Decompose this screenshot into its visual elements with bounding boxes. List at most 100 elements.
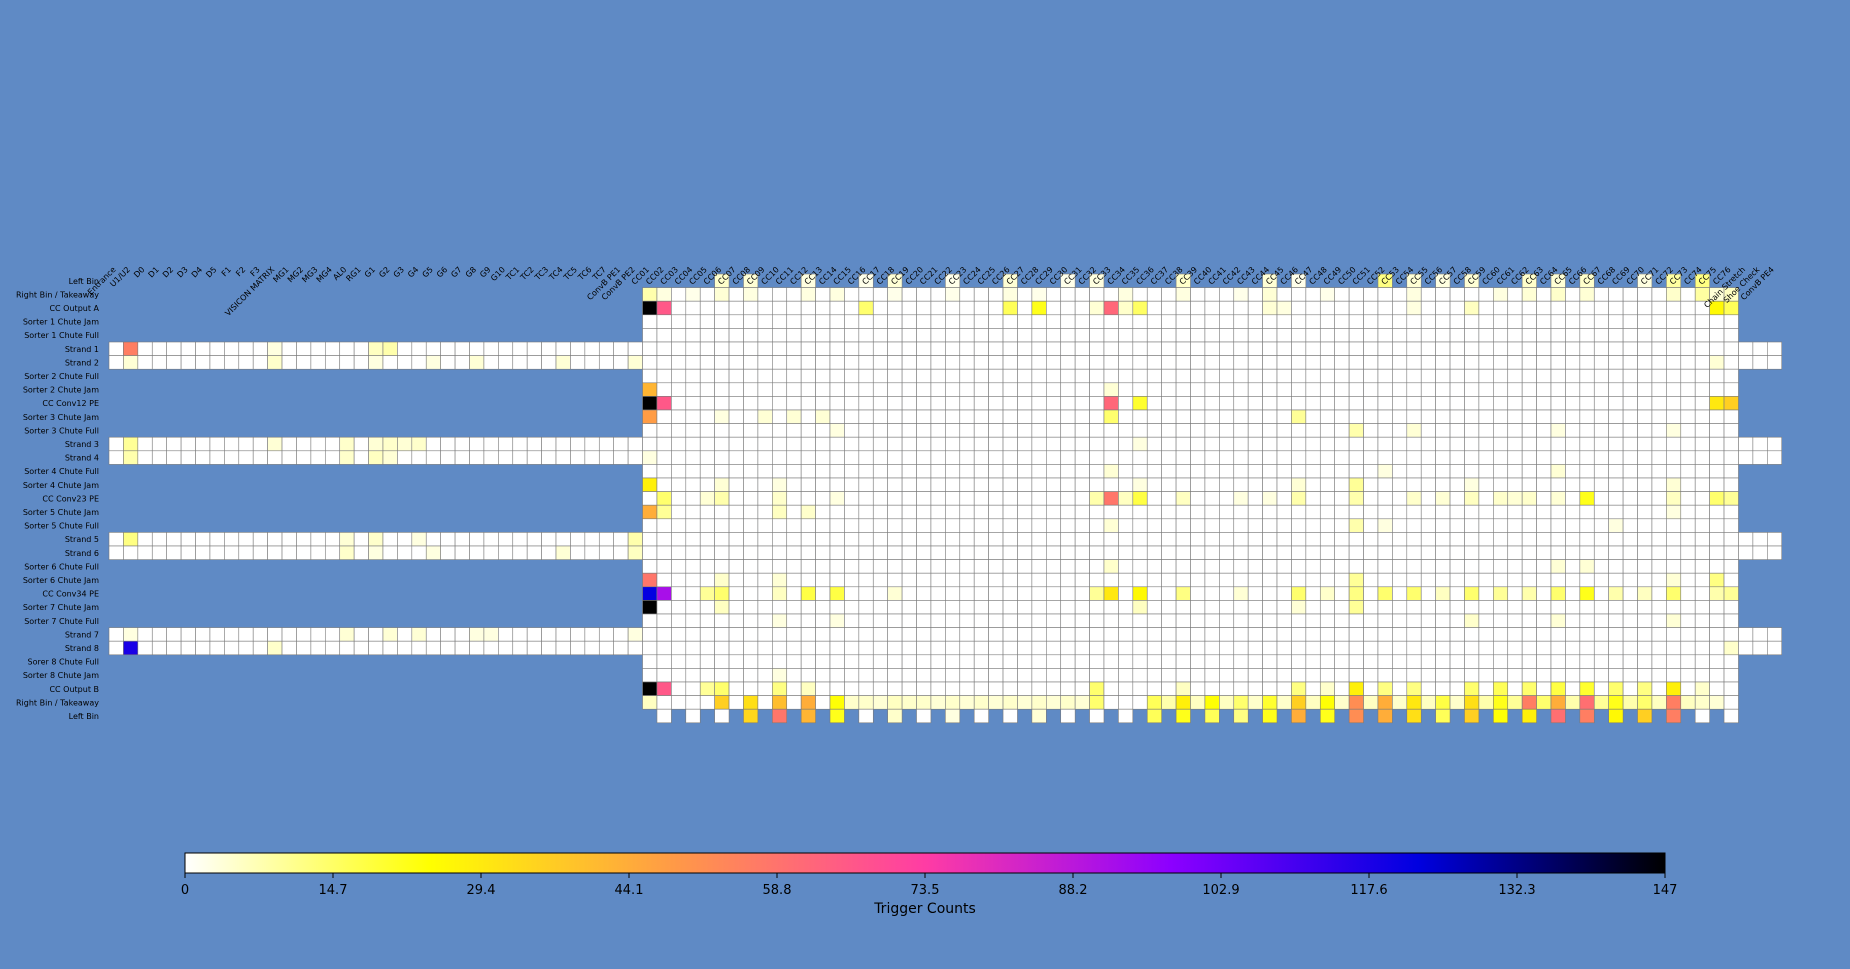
heatmap-cell <box>469 355 485 370</box>
heatmap-cell <box>656 654 672 669</box>
heatmap-cell <box>425 355 441 370</box>
heatmap-cell <box>786 300 802 316</box>
heatmap-cell <box>844 668 860 683</box>
heatmap-cell <box>800 382 816 397</box>
heatmap-cell <box>901 300 917 316</box>
heatmap-cell <box>1593 328 1609 343</box>
heatmap-cell <box>1521 627 1537 642</box>
heatmap-cell <box>1305 300 1321 316</box>
heatmap-cell <box>1435 341 1451 356</box>
heatmap-cell <box>252 532 268 547</box>
heatmap-cell <box>1420 627 1436 642</box>
heatmap-cell <box>1550 314 1566 329</box>
heatmap-cell <box>1593 627 1609 642</box>
heatmap-cell <box>1478 287 1494 302</box>
heatmap-cell <box>1017 654 1033 669</box>
heatmap-cell <box>800 300 816 316</box>
heatmap-cell <box>1002 545 1018 560</box>
heatmap-cell <box>1406 341 1422 356</box>
heatmap-cell <box>1550 464 1566 479</box>
heatmap-cell <box>1767 450 1783 465</box>
column-label: D0 <box>132 265 146 279</box>
heatmap-cell <box>1204 668 1220 683</box>
heatmap-cell <box>1449 491 1465 506</box>
heatmap-cell <box>757 423 773 438</box>
heatmap-cell <box>945 627 961 642</box>
heatmap-cell <box>382 355 398 370</box>
heatmap-cell <box>1046 681 1062 696</box>
heatmap-cell <box>1190 341 1206 356</box>
heatmap-cell <box>973 545 989 560</box>
heatmap-cell <box>1637 504 1653 520</box>
heatmap-cell <box>1694 355 1710 370</box>
heatmap-cell <box>858 600 874 615</box>
heatmap-cell <box>1175 654 1191 669</box>
heatmap-cell <box>1666 668 1682 683</box>
heatmap-cell <box>1493 436 1509 452</box>
heatmap-cell <box>324 627 341 642</box>
heatmap-cell <box>1464 341 1480 356</box>
heatmap-cell <box>844 287 860 302</box>
heatmap-cell <box>180 627 196 642</box>
heatmap-cell <box>728 355 744 370</box>
heatmap-cell <box>1089 328 1105 343</box>
heatmap-cell <box>786 572 802 588</box>
heatmap-cell <box>1262 708 1278 724</box>
heatmap-cell <box>1449 695 1465 710</box>
heatmap-cell <box>166 532 182 547</box>
heatmap-cell <box>1161 559 1177 574</box>
heatmap-cell <box>1334 559 1350 574</box>
heatmap-cell <box>1493 314 1509 329</box>
heatmap-cell <box>1507 504 1523 520</box>
heatmap-cell <box>699 627 715 642</box>
heatmap-cell <box>1464 668 1480 683</box>
heatmap-cell <box>1060 328 1076 343</box>
heatmap-cell <box>988 613 1004 628</box>
heatmap-cell <box>570 545 586 560</box>
heatmap-cell <box>1406 436 1422 452</box>
heatmap-cell <box>1550 559 1566 574</box>
heatmap-cell <box>1709 341 1725 356</box>
heatmap-cell <box>252 545 268 560</box>
heatmap-cell <box>1579 396 1595 411</box>
heatmap-cell <box>973 708 989 724</box>
heatmap-cell <box>1291 423 1307 438</box>
heatmap-cell <box>1161 314 1177 329</box>
heatmap-cell <box>1247 368 1263 384</box>
heatmap-cell <box>858 436 874 452</box>
heatmap-cell <box>1420 654 1436 669</box>
heatmap-cell <box>656 382 672 397</box>
heatmap-cell <box>1190 572 1206 588</box>
heatmap-cell <box>1608 423 1624 438</box>
heatmap-cell <box>1175 668 1191 683</box>
heatmap-cell <box>613 355 629 370</box>
heatmap-cell <box>598 436 615 452</box>
heatmap-cell <box>699 491 715 506</box>
heatmap-cell <box>685 396 701 411</box>
heatmap-cell <box>699 545 715 560</box>
heatmap-cell <box>1262 477 1278 492</box>
heatmap-cell <box>901 464 917 479</box>
heatmap-cell <box>786 518 802 533</box>
heatmap-cell <box>815 681 831 696</box>
heatmap-cell <box>1132 477 1148 492</box>
row-label: Sorter 4 Chute Jam <box>23 481 99 490</box>
heatmap-cell <box>151 545 167 560</box>
heatmap-cell <box>1247 341 1263 356</box>
heatmap-cell <box>656 450 672 465</box>
heatmap-cell <box>1118 532 1134 547</box>
heatmap-cell <box>1420 586 1436 601</box>
heatmap-cell <box>1247 436 1263 452</box>
heatmap-cell <box>728 600 744 615</box>
heatmap-cell <box>1435 532 1451 547</box>
heatmap-cell <box>1132 328 1148 343</box>
heatmap-cell <box>1132 695 1148 710</box>
heatmap-cell <box>627 355 643 370</box>
heatmap-cell <box>1738 545 1754 560</box>
heatmap-cell <box>1392 545 1408 560</box>
heatmap-cell <box>598 355 615 370</box>
heatmap-cell <box>901 314 917 329</box>
heatmap-cell <box>1132 654 1148 669</box>
heatmap-cell <box>1507 464 1523 479</box>
heatmap-cell <box>1074 423 1090 438</box>
